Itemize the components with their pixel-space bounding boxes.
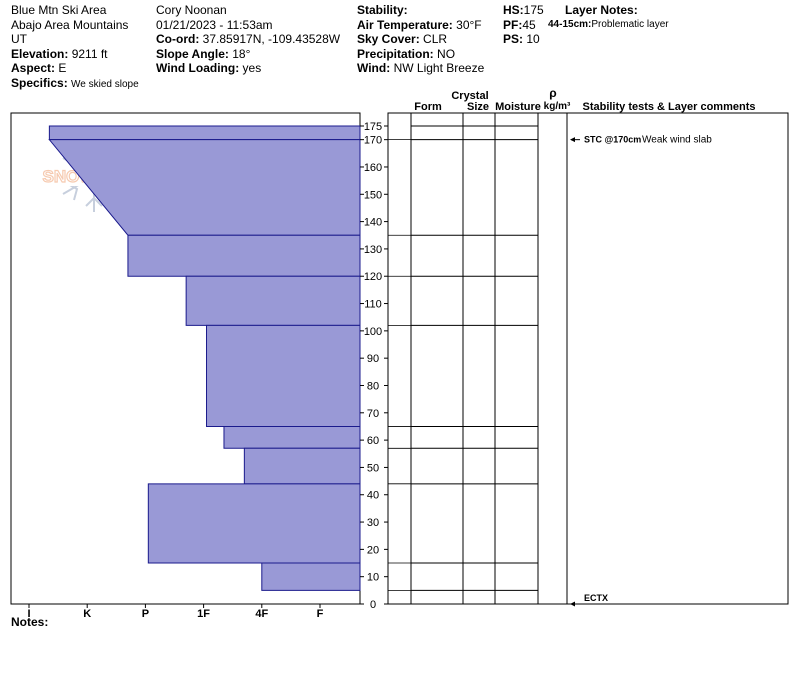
column-moisture: Moisture <box>495 101 541 113</box>
table-rows <box>388 125 538 591</box>
header-layer-notes: Layer Notes: 44-15cm:Problematic layer <box>548 3 669 32</box>
depth-tick-label: 0 <box>370 599 376 611</box>
location: Blue Mtn Ski Area <box>11 3 107 17</box>
hardness-axis: I K P 1F 4F F <box>27 604 324 620</box>
depth-tick-label: 170 <box>364 135 382 147</box>
test-marker-arrow <box>570 601 575 607</box>
hardness-layer <box>261 562 361 591</box>
hs: HS:175 <box>503 3 544 17</box>
hardness-layer <box>185 275 361 326</box>
header-depths: HS:175 PF:45 PS: 10 <box>503 3 544 47</box>
hardness-layer <box>127 234 361 277</box>
notes: Notes: <box>11 615 49 629</box>
depth-tick-label: 160 <box>364 162 382 174</box>
depth-tick-label: 20 <box>367 544 379 556</box>
coordinates: Co-ord: 37.85917N, -109.43528W <box>156 32 341 46</box>
test-code: STC @170cm <box>584 135 641 145</box>
stability: Stability: <box>357 3 408 17</box>
depth-tick-label: 60 <box>367 435 379 447</box>
table-columns <box>410 113 568 604</box>
slope-angle: Slope Angle: 18° <box>156 46 251 61</box>
depth-tick-label: 140 <box>364 217 382 229</box>
observer: Cory Noonan <box>156 3 227 17</box>
range: Abajo Area Mountains <box>11 17 129 32</box>
depth-tick-label: 80 <box>367 380 379 392</box>
hardness-tick-label: F <box>317 608 324 620</box>
depth-tick-label: 110 <box>364 299 382 311</box>
column-size: Size <box>467 101 489 113</box>
depth-tick-label: 175 <box>364 121 382 133</box>
depth-tick-label: 40 <box>367 490 379 502</box>
depth-tick-label: 70 <box>367 408 379 420</box>
depth-axis: 0 10 20 30 40 50 60 70 80 90 100 110 120 130 140 150 160… <box>360 121 388 611</box>
depth-tick-label: 10 <box>367 572 379 584</box>
depth-tick-label: 150 <box>364 189 382 201</box>
column-stability: Stability tests & Layer comments <box>582 101 755 113</box>
sky-cover: Sky Cover: CLR <box>357 32 448 46</box>
hardness-layers <box>48 125 361 591</box>
wind-loading: Wind Loading: yes <box>156 61 262 75</box>
hardness-layer <box>243 447 361 485</box>
wind: Wind: NW Light Breeze <box>357 61 485 75</box>
hardness-tick-label: I <box>27 608 30 620</box>
column-rho: ρ <box>549 86 556 100</box>
depth-tick-label: 100 <box>364 326 382 338</box>
hardness-layer <box>147 483 361 564</box>
hardness-layer <box>48 139 361 236</box>
header-left: Blue Mtn Ski Area Abajo Area Mountains U… <box>11 3 139 92</box>
depth-tick-label: 30 <box>367 517 379 529</box>
header-weather: Stability: Air Temperature: 30°F Sky Cov… <box>357 3 484 76</box>
header-mid: Cory Noonan 01/21/2023 - 11:53am Co-ord:… <box>156 3 340 76</box>
test-code: ECTX <box>584 593 608 603</box>
elevation: Elevation: 9211 ft <box>11 46 108 61</box>
column-density-unit: kg/m³ <box>544 101 571 112</box>
hardness-layer <box>48 125 361 141</box>
hardness-layer <box>223 425 361 449</box>
hardness-tick-label: K <box>83 608 91 620</box>
depth-tick-label: 130 <box>364 244 382 256</box>
test-markers: STC @170cm Weak wind slab ECTX <box>570 135 712 607</box>
specifics: Specifics: We skied slope <box>11 75 139 90</box>
ps: PS: 10 <box>503 32 540 46</box>
precipitation: Precipitation: NO <box>357 46 456 61</box>
depth-tick-label: 120 <box>364 271 382 283</box>
depth-tick-label: 50 <box>367 462 379 474</box>
layer-notes-label: Layer Notes: <box>565 3 638 17</box>
layer-table-frame <box>387 112 789 605</box>
column-form: Form <box>414 101 442 113</box>
test-marker-arrow <box>570 137 575 143</box>
air-temperature: Air Temperature: 30°F <box>357 17 482 32</box>
pf: PF:45 <box>503 17 536 32</box>
hardness-layer <box>206 324 361 427</box>
hardness-tick-label: 4F <box>255 608 268 620</box>
column-crystal: Crystal <box>451 90 488 102</box>
hardness-tick-label: 1F <box>197 608 210 620</box>
aspect: Aspect: E <box>11 61 67 75</box>
hardness-tick-label: P <box>142 608 149 620</box>
datetime: 01/21/2023 - 11:53am <box>156 17 273 32</box>
state: UT <box>11 32 27 46</box>
depth-tick-label: 90 <box>367 353 379 365</box>
test-comment: Weak wind slab <box>642 135 712 146</box>
layer-note: 44-15cm:Problematic layer <box>548 18 669 30</box>
